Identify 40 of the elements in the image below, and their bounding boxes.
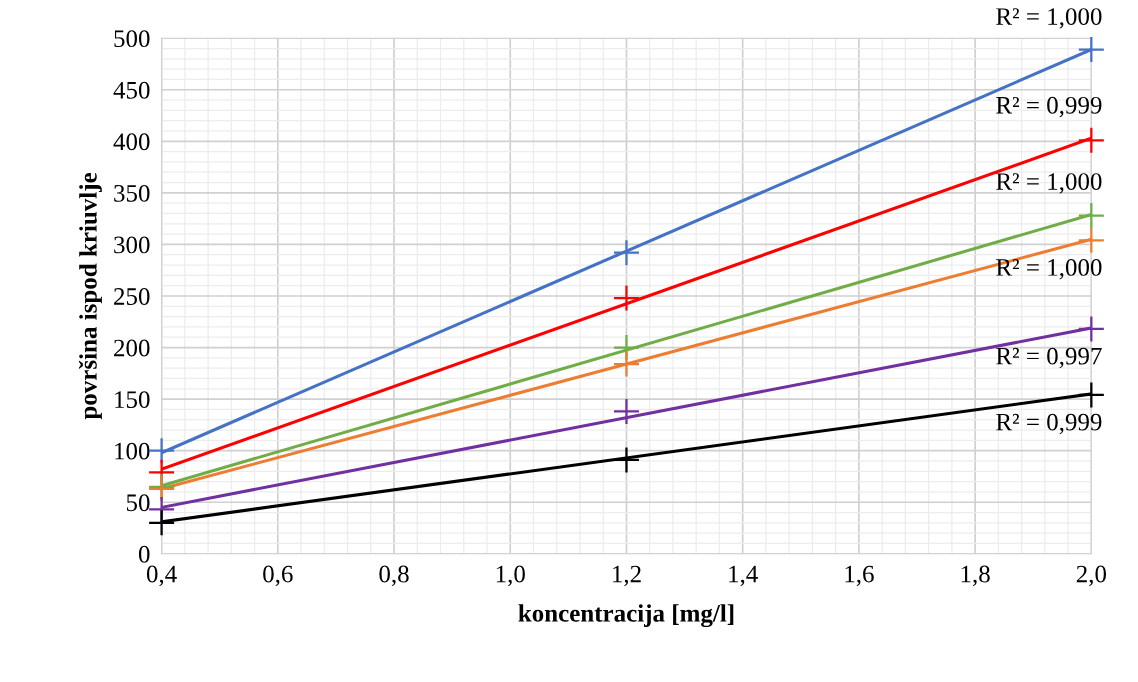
y-tick-label: 100: [115, 442, 150, 460]
y-axis-title: površina ispod kriuvlje: [78, 172, 102, 420]
y-tick-label: 250: [114, 288, 150, 305]
point: [613, 398, 639, 424]
y-tick-label: 350: [114, 184, 150, 202]
point: [1078, 316, 1104, 342]
y-tick-label: 400: [113, 133, 150, 151]
x-tick-label: 1,8: [961, 565, 990, 587]
annotation: R² = 0,999: [996, 96, 1102, 118]
point: [149, 510, 175, 536]
x-tick-label: 0,4: [146, 565, 177, 587]
x-tick-label: 1,6: [845, 565, 874, 587]
annotation: R² = 1,000: [996, 258, 1102, 280]
text: R² = 1,000: [996, 8, 1102, 29]
point: [1078, 382, 1104, 408]
point: [1078, 127, 1104, 153]
x-axis-title: koncentracija [mg/l]: [518, 604, 734, 628]
point: [613, 351, 639, 377]
y-tick-label: 300: [114, 236, 150, 254]
point: [613, 447, 639, 473]
point: [613, 285, 639, 311]
annotation: R² = 0,999: [996, 413, 1102, 435]
x-tick-label: 1,0: [496, 565, 525, 587]
point: [1078, 227, 1104, 253]
point: [1078, 203, 1104, 229]
y-tick-label: 0: [138, 545, 150, 563]
y-tick-label: 500: [114, 30, 150, 48]
y-tick-label: 150: [115, 391, 150, 409]
point: [613, 240, 639, 266]
y-tick-label: 50: [126, 494, 150, 512]
y-tick-label: 200: [114, 339, 150, 357]
y-tick-label: 450: [113, 81, 150, 99]
x-tick-label: 2,0: [1076, 565, 1107, 587]
x-tick-label: 0,8: [379, 565, 409, 587]
x-tick-label: 1,4: [729, 565, 758, 587]
point: [1078, 37, 1104, 63]
annotation: R² = 0,997: [996, 347, 1102, 369]
annotation: R² = 1,000: [996, 173, 1102, 194]
x-tick-label: 1,2: [613, 565, 641, 587]
x-tick-label: 0,6: [263, 565, 293, 587]
